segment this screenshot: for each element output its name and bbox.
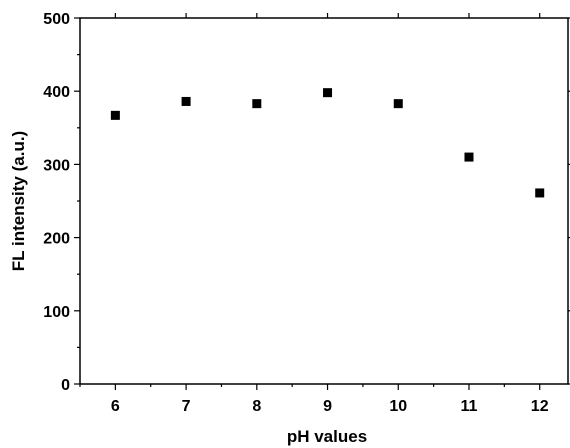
data-point <box>181 96 191 106</box>
x-tick-label: 8 <box>252 398 261 415</box>
x-tick-label: 10 <box>389 398 407 415</box>
x-tick-label: 11 <box>461 398 478 415</box>
data-point <box>110 110 120 120</box>
y-tick-label: 200 <box>43 231 70 248</box>
data-point <box>393 99 403 109</box>
data-point <box>252 99 262 109</box>
y-tick-label: 400 <box>43 84 70 101</box>
x-axis-ticks: 6 7 8 9 10 11 12 <box>79 13 549 415</box>
y-tick-label: 0 <box>61 377 70 394</box>
axes-frame <box>79 17 569 385</box>
data-point <box>323 88 333 98</box>
y-tick-label: 100 <box>43 304 70 321</box>
x-axis-title: pH values <box>287 427 367 446</box>
x-tick-label: 6 <box>111 398 120 415</box>
y-tick-label: 300 <box>43 157 70 174</box>
data-point <box>535 188 545 198</box>
y-tick-label: 500 <box>43 11 70 28</box>
plot-frame <box>79 17 569 385</box>
data-point <box>464 152 474 162</box>
y-axis-title: FL intensity (a.u.) <box>9 131 28 271</box>
x-tick-label: 9 <box>323 398 332 415</box>
data-points <box>110 88 545 198</box>
y-axis-ticks: 0 100 200 300 400 500 <box>43 11 570 394</box>
x-tick-label: 12 <box>531 398 549 415</box>
x-tick-label: 7 <box>182 398 191 415</box>
